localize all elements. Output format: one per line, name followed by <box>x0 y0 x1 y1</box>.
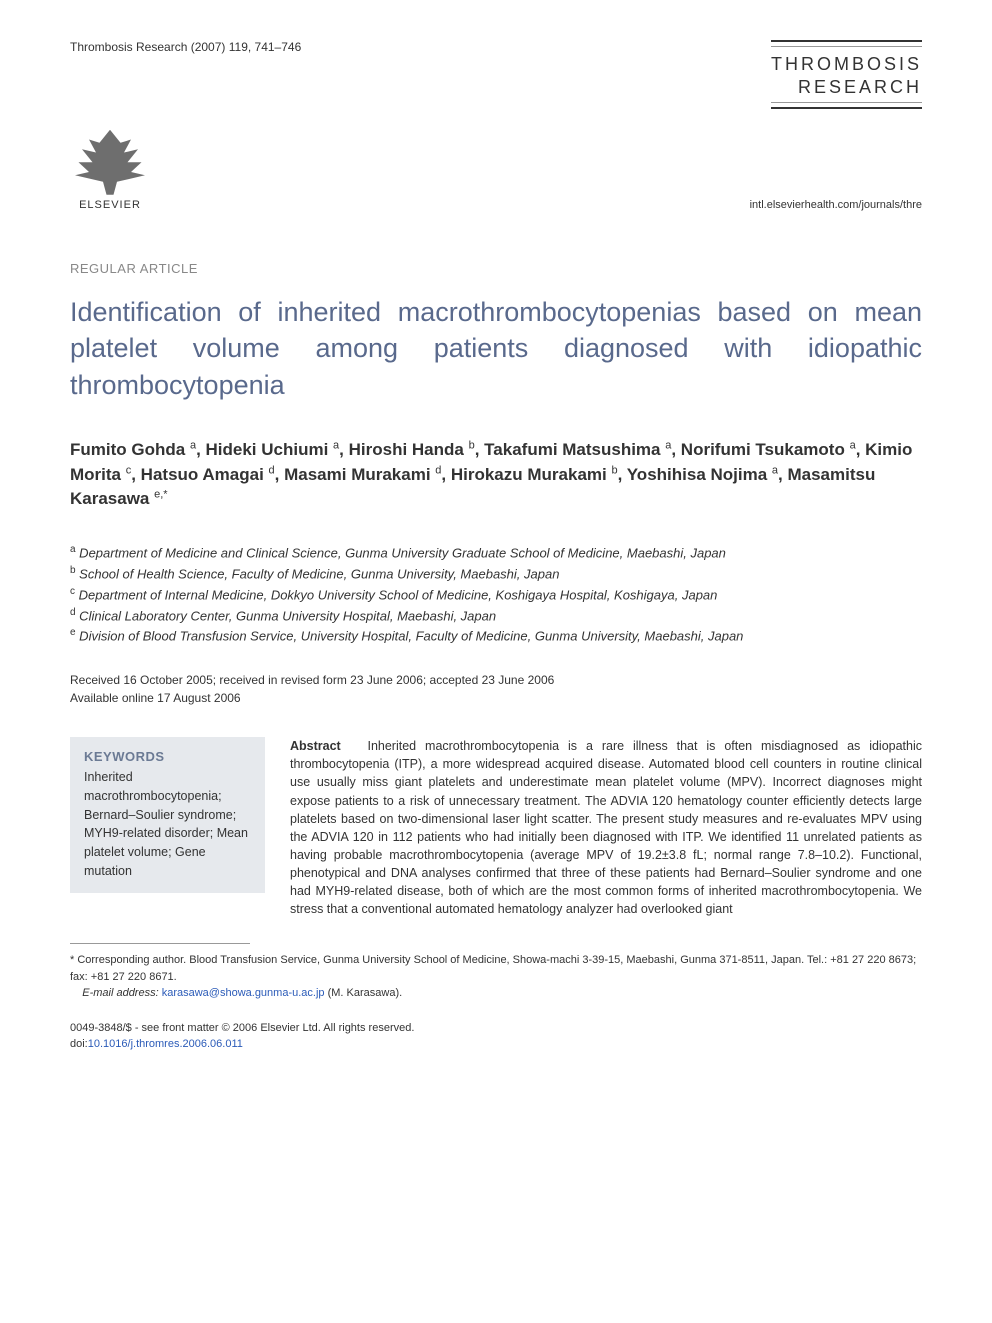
affiliation-item: e Division of Blood Transfusion Service,… <box>70 625 922 646</box>
affiliation-item: b School of Health Science, Faculty of M… <box>70 563 922 584</box>
article-type: REGULAR ARTICLE <box>70 261 922 276</box>
affiliation-item: d Clinical Laboratory Center, Gunma Univ… <box>70 605 922 626</box>
keywords-list: Inherited macrothrombocytopenia; Bernard… <box>84 768 251 881</box>
footer-notes: * Corresponding author. Blood Transfusio… <box>70 952 922 1002</box>
doi-prefix: doi: <box>70 1038 88 1050</box>
logo-rule-thick-2 <box>771 107 922 109</box>
journal-name: THROMBOSIS RESEARCH <box>771 51 922 102</box>
publication-dates: Received 16 October 2005; received in re… <box>70 671 922 707</box>
affiliation-item: a Department of Medicine and Clinical Sc… <box>70 542 922 563</box>
email-line: E-mail address: karasawa@showa.gunma-u.a… <box>70 985 922 1002</box>
journal-name-line2: RESEARCH <box>798 77 922 97</box>
journal-reference: Thrombosis Research (2007) 119, 741–746 <box>70 40 301 54</box>
elsevier-text: ELSEVIER <box>79 199 141 211</box>
keywords-heading: KEYWORDS <box>84 749 251 764</box>
doi-line: doi:10.1016/j.thromres.2006.06.011 <box>70 1036 922 1053</box>
authors-list: Fumito Gohda a, Hideki Uchiumi a, Hirosh… <box>70 438 922 512</box>
elsevier-tree-icon <box>75 130 145 195</box>
email-suffix: (M. Karasawa). <box>328 987 403 999</box>
received-date: Received 16 October 2005; received in re… <box>70 671 922 689</box>
journal-logo-box: THROMBOSIS RESEARCH <box>771 40 922 113</box>
publisher-row: ELSEVIER intl.elsevierhealth.com/journal… <box>70 121 922 211</box>
doi-link[interactable]: 10.1016/j.thromres.2006.06.011 <box>88 1038 243 1050</box>
copyright-block: 0049-3848/$ - see front matter © 2006 El… <box>70 1020 922 1053</box>
abstract-text: Inherited macrothrombocytopenia is a rar… <box>290 739 922 916</box>
keywords-box: KEYWORDS Inherited macrothrombocytopenia… <box>70 737 265 893</box>
email-label: E-mail address: <box>82 987 158 999</box>
abstract-block: Abstract Inherited macrothrombocytopenia… <box>290 737 922 918</box>
content-row: KEYWORDS Inherited macrothrombocytopenia… <box>70 737 922 918</box>
logo-rule-thick <box>771 40 922 42</box>
logo-rule-thin-2 <box>771 102 922 103</box>
elsevier-logo: ELSEVIER <box>70 121 150 211</box>
affiliation-item: c Department of Internal Medicine, Dokky… <box>70 584 922 605</box>
header-row: Thrombosis Research (2007) 119, 741–746 … <box>70 40 922 113</box>
affiliations-block: a Department of Medicine and Clinical Sc… <box>70 542 922 646</box>
journal-name-line1: THROMBOSIS <box>771 54 922 74</box>
journal-url: intl.elsevierhealth.com/journals/thre <box>750 199 922 211</box>
online-date: Available online 17 August 2006 <box>70 689 922 707</box>
abstract-label: Abstract <box>290 739 341 753</box>
issn-line: 0049-3848/$ - see front matter © 2006 El… <box>70 1020 922 1037</box>
email-link[interactable]: karasawa@showa.gunma-u.ac.jp <box>162 987 325 999</box>
article-title: Identification of inherited macrothrombo… <box>70 294 922 403</box>
corresponding-author: * Corresponding author. Blood Transfusio… <box>70 952 922 985</box>
logo-rule-thin <box>771 46 922 47</box>
footer-divider <box>70 943 250 944</box>
